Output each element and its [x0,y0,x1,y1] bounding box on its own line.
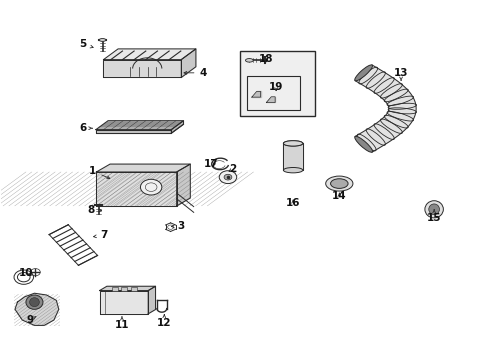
Text: 17: 17 [203,159,218,169]
Ellipse shape [245,59,253,62]
Text: 11: 11 [115,317,129,330]
Circle shape [224,174,231,180]
Bar [246,76,300,111]
Polygon shape [15,293,59,325]
Polygon shape [100,286,155,291]
Text: 5: 5 [79,39,93,49]
Polygon shape [96,164,190,172]
Text: 15: 15 [426,210,441,222]
Text: 10: 10 [19,268,33,278]
Bar [131,287,137,291]
Text: 7: 7 [93,230,107,240]
Circle shape [140,179,162,195]
Text: 6: 6 [79,123,92,133]
Polygon shape [96,130,171,133]
Text: 16: 16 [285,198,300,208]
Ellipse shape [283,167,302,173]
Ellipse shape [424,201,443,218]
Text: 8: 8 [87,205,102,215]
Polygon shape [96,121,183,130]
Ellipse shape [354,136,372,152]
Ellipse shape [99,39,106,41]
Text: 14: 14 [331,191,346,201]
Ellipse shape [283,141,302,146]
Polygon shape [148,286,155,314]
Polygon shape [283,143,302,170]
Polygon shape [96,172,176,206]
Polygon shape [181,49,196,77]
Bar [121,287,127,291]
Text: 2: 2 [228,164,236,174]
Polygon shape [354,65,415,152]
Text: 3: 3 [171,221,184,231]
Ellipse shape [26,295,43,309]
Bar [239,51,314,116]
Polygon shape [171,121,183,133]
Ellipse shape [30,298,39,307]
Text: 4: 4 [183,68,206,78]
Polygon shape [251,91,260,97]
Polygon shape [103,49,196,60]
Polygon shape [266,97,275,103]
Circle shape [219,171,236,184]
Ellipse shape [325,176,352,191]
Polygon shape [103,60,181,77]
Ellipse shape [428,204,439,215]
Text: 13: 13 [393,68,407,81]
Text: 12: 12 [157,315,171,328]
Ellipse shape [354,65,372,81]
Text: 9: 9 [26,315,36,325]
Text: 18: 18 [259,54,273,64]
Polygon shape [176,164,190,206]
Polygon shape [100,291,148,314]
Ellipse shape [283,141,302,146]
Text: 1: 1 [89,166,110,179]
Ellipse shape [330,179,347,188]
Text: 19: 19 [268,82,283,92]
Bar [112,287,117,291]
